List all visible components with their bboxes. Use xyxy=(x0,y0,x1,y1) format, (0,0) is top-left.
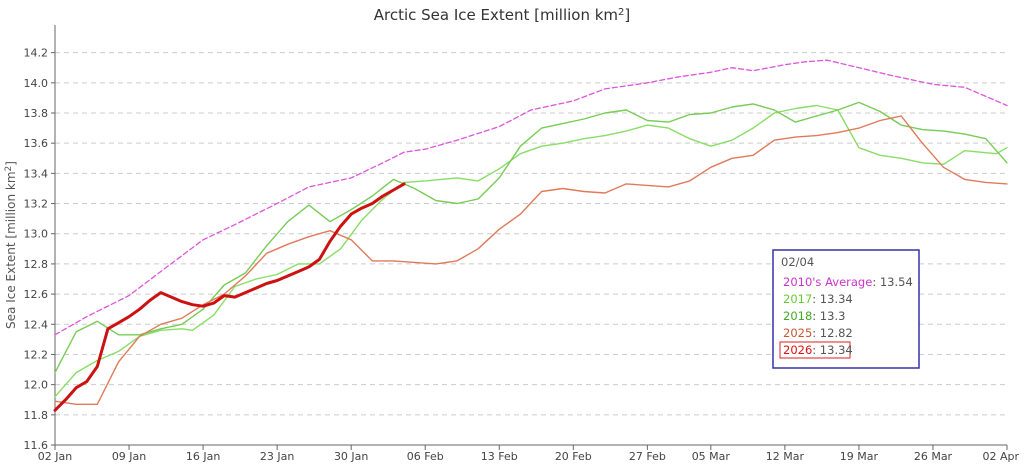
x-tick-label: 13 Feb xyxy=(481,450,518,463)
legend-box xyxy=(772,249,920,369)
y-tick-label: 14.2 xyxy=(24,47,49,60)
legend-entry-name: 2018 xyxy=(783,309,812,323)
y-tick-label: 12.8 xyxy=(24,258,49,271)
legend-entry: 2025: 12.82 xyxy=(783,326,853,340)
legend-entry-name: 2026 xyxy=(783,343,812,357)
x-tick-label: 23 Jan xyxy=(260,450,294,463)
x-tick-label: 26 Mar xyxy=(914,450,953,463)
axes: 11.6 11.8 12.0 12.2 12.4 12.6 12.8 13.0 13.2 13.4… xyxy=(24,25,1019,463)
x-tick-label: 05 Mar xyxy=(692,450,731,463)
y-tick-label: 13.0 xyxy=(24,228,49,241)
y-tick-label: 13.2 xyxy=(24,198,49,211)
legend-entry: 2018: 13.3 xyxy=(783,309,845,323)
y-tick-label: 11.8 xyxy=(24,409,49,422)
x-tick-label: 12 Mar xyxy=(766,450,805,463)
x-tick-label: 06 Feb xyxy=(407,450,444,463)
y-tick-label: 12.2 xyxy=(24,348,49,361)
legend-date: 02/04 xyxy=(781,255,814,269)
y-tick-label: 12.4 xyxy=(24,318,49,331)
legend-entry-value: : 13.34 xyxy=(812,343,852,357)
grid xyxy=(55,52,1007,446)
y-tick-label: 11.6 xyxy=(24,439,49,452)
legend-entry-value: : 12.82 xyxy=(812,326,852,340)
series-lines xyxy=(53,59,1008,412)
x-tick-label: 19 Mar xyxy=(840,450,879,463)
y-axis-label: Sea Ice Extent [million km2] xyxy=(4,161,18,329)
y-tick-label: 13.6 xyxy=(24,137,49,150)
x-tick-label: 16 Jan xyxy=(186,450,220,463)
x-tick-label: 02 Apr xyxy=(982,450,1019,463)
chart-title: Arctic Sea Ice Extent [million km2] xyxy=(374,6,631,24)
legend-entry: 2010's Average: 13.54 xyxy=(783,275,913,289)
legend-entry: 2026: 13.34 xyxy=(783,343,853,357)
legend-entry-value: : 13.3 xyxy=(812,309,845,323)
legend-entry: 2017: 13.34 xyxy=(783,292,853,306)
y-tick-label: 12.0 xyxy=(24,379,49,392)
series-line-2025 xyxy=(54,115,1008,405)
series-line-2018 xyxy=(54,101,1008,374)
x-tick-label: 02 Jan xyxy=(38,450,72,463)
series-line-2026 xyxy=(53,182,406,412)
legend-entry-name: 2010's Average xyxy=(783,275,872,289)
y-tick-label: 14.0 xyxy=(24,77,49,90)
legend-highlight-box xyxy=(779,341,851,359)
y-tick-label: 12.6 xyxy=(24,288,49,301)
series-line-2017 xyxy=(54,104,1008,398)
series-line-2010-s-average xyxy=(54,59,1008,336)
legend-entry-name: 2017 xyxy=(783,292,812,306)
x-tick-label: 27 Feb xyxy=(629,450,666,463)
x-tick-label: 20 Feb xyxy=(555,450,592,463)
legend-entry-name: 2025 xyxy=(783,326,812,340)
x-tick-label: 09 Jan xyxy=(112,450,146,463)
legend-entry-value: : 13.34 xyxy=(812,292,852,306)
legend-entry-value: : 13.54 xyxy=(872,275,912,289)
y-tick-label: 13.8 xyxy=(24,107,49,120)
x-tick-label: 30 Jan xyxy=(334,450,368,463)
y-tick-label: 13.4 xyxy=(24,167,49,180)
